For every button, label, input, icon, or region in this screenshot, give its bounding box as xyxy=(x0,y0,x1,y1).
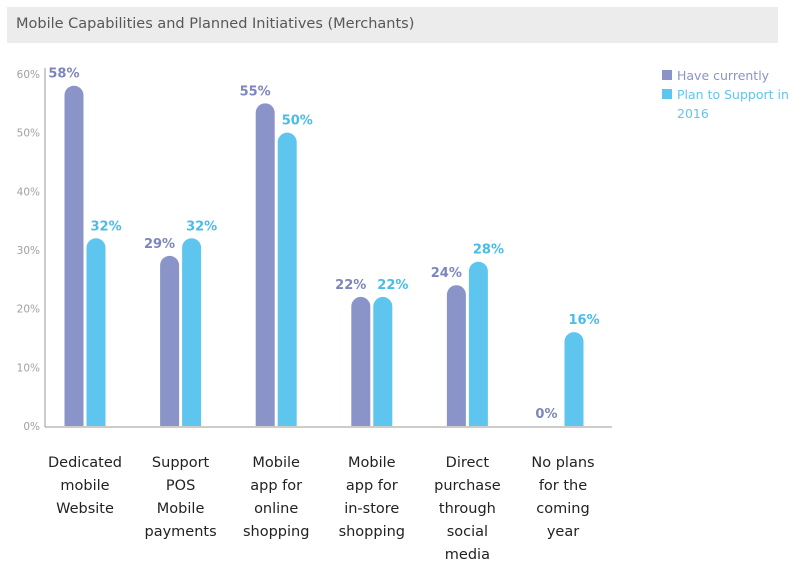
category-label-line: app for xyxy=(345,478,398,494)
bar-plan-to-support xyxy=(277,132,297,426)
data-label-have-currently: 55% xyxy=(240,84,271,99)
category-label-line: No plans xyxy=(531,455,595,471)
y-tick-label: 30% xyxy=(17,245,40,257)
bar-plan-to-support xyxy=(373,296,393,426)
bar-plan-to-support xyxy=(468,261,488,426)
category-label-line: coming xyxy=(536,501,590,517)
category-label-line: media xyxy=(444,547,490,563)
category-label-line: through xyxy=(438,501,496,517)
legend-item-have-currently: Have currently xyxy=(662,66,797,85)
data-label-have-currently: 29% xyxy=(144,237,175,252)
bar-plan-to-support xyxy=(564,332,584,426)
category-label-line: year xyxy=(546,524,580,540)
data-label-have-currently: 24% xyxy=(431,266,462,281)
y-tick-label: 50% xyxy=(17,128,40,140)
data-label-plan-to-support: 50% xyxy=(282,114,313,129)
y-tick-label: 20% xyxy=(17,304,40,316)
category-label: Mobile app for online shopping xyxy=(226,452,326,544)
category-label: Support POS Mobile payments xyxy=(131,452,231,544)
category-label-line: for the xyxy=(538,478,588,494)
category-label-line: shopping xyxy=(242,524,310,540)
bar-have-currently xyxy=(446,285,466,426)
bar-have-currently xyxy=(64,85,84,426)
legend-swatch-plan-to-support xyxy=(662,89,672,99)
category-label-line: shopping xyxy=(338,524,406,540)
category-label-line: app for xyxy=(250,478,303,494)
category-label-line: payments xyxy=(144,524,217,540)
category-label-line: Mobile xyxy=(252,455,300,471)
legend-label-have-currently: Have currently xyxy=(677,68,770,83)
data-label-plan-to-support: 22% xyxy=(377,278,408,293)
category-label-line: Website xyxy=(56,501,114,517)
category-label-line: purchase xyxy=(434,478,501,494)
y-tick-label: 0% xyxy=(23,421,40,433)
data-label-plan-to-support: 16% xyxy=(569,313,600,328)
data-label-plan-to-support: 32% xyxy=(91,219,122,234)
bar-plan-to-support xyxy=(182,238,202,426)
data-label-have-currently: 58% xyxy=(48,67,79,82)
legend-label-plan-to-support: Plan to Support in 2016 xyxy=(677,87,789,121)
y-tick-label: 10% xyxy=(17,362,40,374)
y-tick-label: 60% xyxy=(17,69,40,81)
category-label-line: social xyxy=(446,524,489,540)
bar-have-currently xyxy=(255,103,275,427)
chart-title: Mobile Capabilities and Planned Initiati… xyxy=(16,16,415,32)
category-label-line: Dedicated xyxy=(48,455,122,471)
category-label: Dedicated mobile Website xyxy=(35,452,135,521)
legend: Have currently Plan to Support in 2016 xyxy=(662,66,797,123)
legend-swatch-have-currently xyxy=(662,70,672,80)
data-label-plan-to-support: 28% xyxy=(473,243,504,258)
data-label-have-currently: 22% xyxy=(335,278,366,293)
category-label-line: Mobile xyxy=(156,501,205,517)
category-label: Direct purchase through social media xyxy=(417,452,517,567)
chart-title-bar: Mobile Capabilities and Planned Initiati… xyxy=(7,7,778,43)
category-label-line: in-store xyxy=(344,501,400,517)
category-label-line: online xyxy=(254,501,299,517)
category-label-line: POS xyxy=(165,478,196,494)
category-label: Mobile app for in-store shopping xyxy=(322,452,422,544)
y-tick-label: 40% xyxy=(17,186,40,198)
category-label-line: Mobile xyxy=(348,455,396,471)
category-label-line: Direct xyxy=(445,455,490,471)
bar-have-currently xyxy=(160,255,180,426)
data-label-have-currently: 0% xyxy=(535,407,557,422)
category-label-line: mobile xyxy=(60,478,110,494)
bar-plan-to-support xyxy=(86,238,106,426)
category-label: No plans for the coming year xyxy=(513,452,613,544)
legend-item-plan-to-support: Plan to Support in 2016 xyxy=(662,85,797,123)
data-label-plan-to-support: 32% xyxy=(186,219,217,234)
bar-have-currently xyxy=(351,296,371,426)
category-label-line: Support xyxy=(151,455,210,471)
